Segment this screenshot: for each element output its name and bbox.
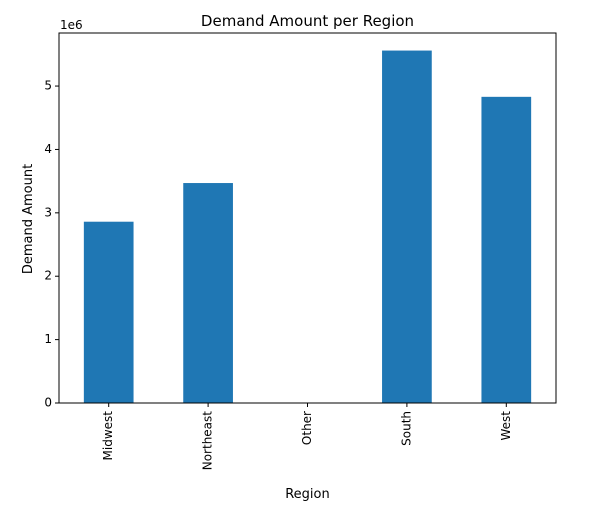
y-tick-label-0: 0 xyxy=(44,396,52,410)
x-tick-label-other: Other xyxy=(300,411,314,445)
chart-title: Demand Amount per Region xyxy=(201,12,414,30)
plot-area: 0 1 2 3 4 5 Midwest Northeast Other South West xyxy=(44,32,557,470)
y-tick-label-4: 4 xyxy=(44,142,52,156)
bars-group xyxy=(83,50,532,403)
y-tick-label-1: 1 xyxy=(44,332,52,346)
bar-south xyxy=(382,50,432,403)
y-tick-label-2: 2 xyxy=(44,269,52,283)
bar-midwest xyxy=(83,221,134,403)
x-axis-ticks: Midwest Northeast Other South West xyxy=(101,403,513,470)
y-axis-scale-label: 1e6 xyxy=(60,18,83,32)
x-tick-label-west: West xyxy=(499,411,513,441)
y-tick-label-5: 5 xyxy=(44,79,52,93)
x-axis-label: Region xyxy=(285,487,330,502)
x-tick-label-midwest: Midwest xyxy=(101,411,115,461)
axes-frame xyxy=(58,32,557,404)
bar-northeast xyxy=(183,183,233,403)
x-tick-label-northeast: Northeast xyxy=(201,411,215,471)
y-axis-ticks: 0 1 2 3 4 5 xyxy=(44,79,59,410)
bar-west xyxy=(481,96,532,403)
x-tick-label-south: South xyxy=(399,411,413,446)
y-tick-label-3: 3 xyxy=(44,205,52,219)
y-axis-label: Demand Amount xyxy=(21,164,36,274)
